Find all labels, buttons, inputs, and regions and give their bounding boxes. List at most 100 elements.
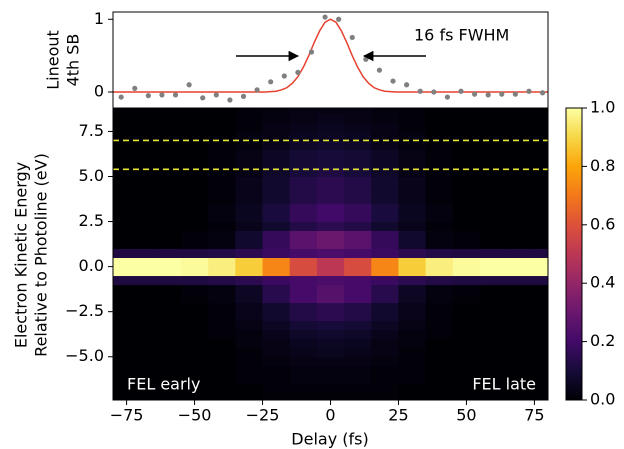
heatmap-cell bbox=[180, 338, 209, 349]
heatmap-cell bbox=[289, 266, 318, 277]
heatmap-cell bbox=[289, 185, 318, 195]
heatmap-cell bbox=[208, 149, 236, 159]
heatmap-cell bbox=[425, 108, 454, 114]
heatmap-cell bbox=[344, 194, 372, 204]
heatmap-cell bbox=[452, 383, 481, 394]
heatmap-cell bbox=[425, 257, 454, 268]
heatmap-cell bbox=[262, 365, 291, 376]
heatmap-cell bbox=[289, 158, 318, 168]
heatmap-cell bbox=[113, 356, 127, 367]
heatmap-cell bbox=[235, 194, 263, 204]
heatmap-cell bbox=[371, 257, 399, 268]
heatmap-cell bbox=[452, 230, 481, 240]
heatmap-cell bbox=[398, 248, 427, 259]
heatmap-cell bbox=[480, 383, 508, 394]
heatmap-cell bbox=[534, 284, 548, 295]
heatmap-cell bbox=[113, 221, 127, 231]
heatmap-cell bbox=[113, 239, 127, 249]
data-point bbox=[512, 91, 518, 97]
y-tick-label: 5.0 bbox=[79, 166, 104, 185]
heatmap-cell bbox=[344, 176, 372, 186]
heatmap-cell bbox=[235, 149, 263, 159]
heatmap-cell bbox=[316, 194, 345, 204]
data-point bbox=[336, 16, 342, 22]
x-tick-label: −75 bbox=[110, 406, 144, 425]
heatmap-cell bbox=[480, 140, 508, 150]
data-point bbox=[268, 79, 274, 85]
heatmap-cell bbox=[153, 203, 182, 213]
heatmap-cell bbox=[235, 239, 263, 249]
heatmap-cell bbox=[507, 347, 535, 358]
heatmap-cell bbox=[507, 248, 535, 259]
heatmap-cell bbox=[534, 122, 548, 132]
heatmap-cell bbox=[534, 149, 548, 159]
heatmap-cell bbox=[126, 338, 155, 349]
heatmap-cell bbox=[480, 185, 508, 195]
heatmap-frame bbox=[112, 107, 549, 401]
heatmap-cell bbox=[126, 248, 155, 259]
heatmap-cell bbox=[153, 275, 182, 286]
heatmap-cell bbox=[235, 131, 263, 141]
heatmap-cell bbox=[480, 311, 508, 322]
heatmap-cell bbox=[208, 230, 236, 240]
heatmap-cell bbox=[262, 248, 291, 259]
heatmap-cell bbox=[180, 383, 209, 394]
heatmap-cell bbox=[126, 131, 155, 141]
heatmap-cell bbox=[452, 122, 481, 132]
heatmap-cell bbox=[208, 275, 236, 286]
heatmap-cell bbox=[480, 374, 508, 385]
heatmap-cell bbox=[316, 167, 345, 177]
heatmap-cell bbox=[480, 248, 508, 259]
heatmap-cell bbox=[262, 113, 291, 123]
heatmap-cell bbox=[344, 284, 372, 295]
heatmap-cell bbox=[235, 293, 263, 304]
heatmap-cell bbox=[126, 113, 155, 123]
heatmap-cell bbox=[180, 329, 209, 340]
heatmap-cell bbox=[452, 221, 481, 231]
heatmap-cell bbox=[262, 158, 291, 168]
heatmap-cell bbox=[452, 365, 481, 376]
heatmap-cell bbox=[480, 266, 508, 277]
heatmap-cell bbox=[452, 338, 481, 349]
heatmap-cell bbox=[113, 176, 127, 186]
heatmap-cell bbox=[398, 239, 427, 249]
heatmap-cell bbox=[316, 248, 345, 259]
heatmap-cell bbox=[480, 257, 508, 268]
heatmap-cell bbox=[425, 221, 454, 231]
heatmap-cell bbox=[344, 374, 372, 385]
heatmap-cell bbox=[534, 320, 548, 331]
heatmap-cell bbox=[180, 392, 209, 400]
heatmap-cell bbox=[289, 338, 318, 349]
heatmap-cell bbox=[344, 293, 372, 304]
heatmap-cell bbox=[126, 122, 155, 132]
heatmap-cell bbox=[344, 239, 372, 249]
heatmap-cell bbox=[398, 194, 427, 204]
heatmap-cell bbox=[208, 302, 236, 313]
y-tick-label: −2.5 bbox=[65, 301, 104, 320]
heatmap-cell bbox=[235, 320, 263, 331]
heatmap-cell bbox=[425, 122, 454, 132]
heatmap-cell bbox=[235, 266, 263, 277]
data-point bbox=[172, 92, 179, 98]
heatmap-cell bbox=[371, 185, 399, 195]
heatmap-y-label: Electron Kinetic Energy bbox=[12, 162, 31, 348]
heatmap-cell bbox=[289, 167, 318, 177]
heatmap-cell bbox=[452, 113, 481, 123]
heatmap-cell bbox=[262, 284, 291, 295]
heatmap-cell bbox=[289, 356, 318, 367]
heatmap-cell bbox=[153, 185, 182, 195]
heatmap-cell bbox=[371, 311, 399, 322]
heatmap-cell bbox=[235, 203, 263, 213]
heatmap-cell bbox=[289, 239, 318, 249]
heatmap-cell bbox=[113, 203, 127, 213]
heatmap-cell bbox=[126, 140, 155, 150]
heatmap-cell bbox=[126, 383, 155, 394]
data-point bbox=[213, 92, 219, 98]
heatmap-cell bbox=[235, 230, 263, 240]
heatmap-cell bbox=[371, 203, 399, 213]
heatmap-cell bbox=[398, 221, 427, 231]
heatmap-cell bbox=[262, 347, 291, 358]
heatmap-cell bbox=[507, 338, 535, 349]
heatmap-cell bbox=[534, 158, 548, 168]
heatmap-cell bbox=[289, 248, 318, 259]
